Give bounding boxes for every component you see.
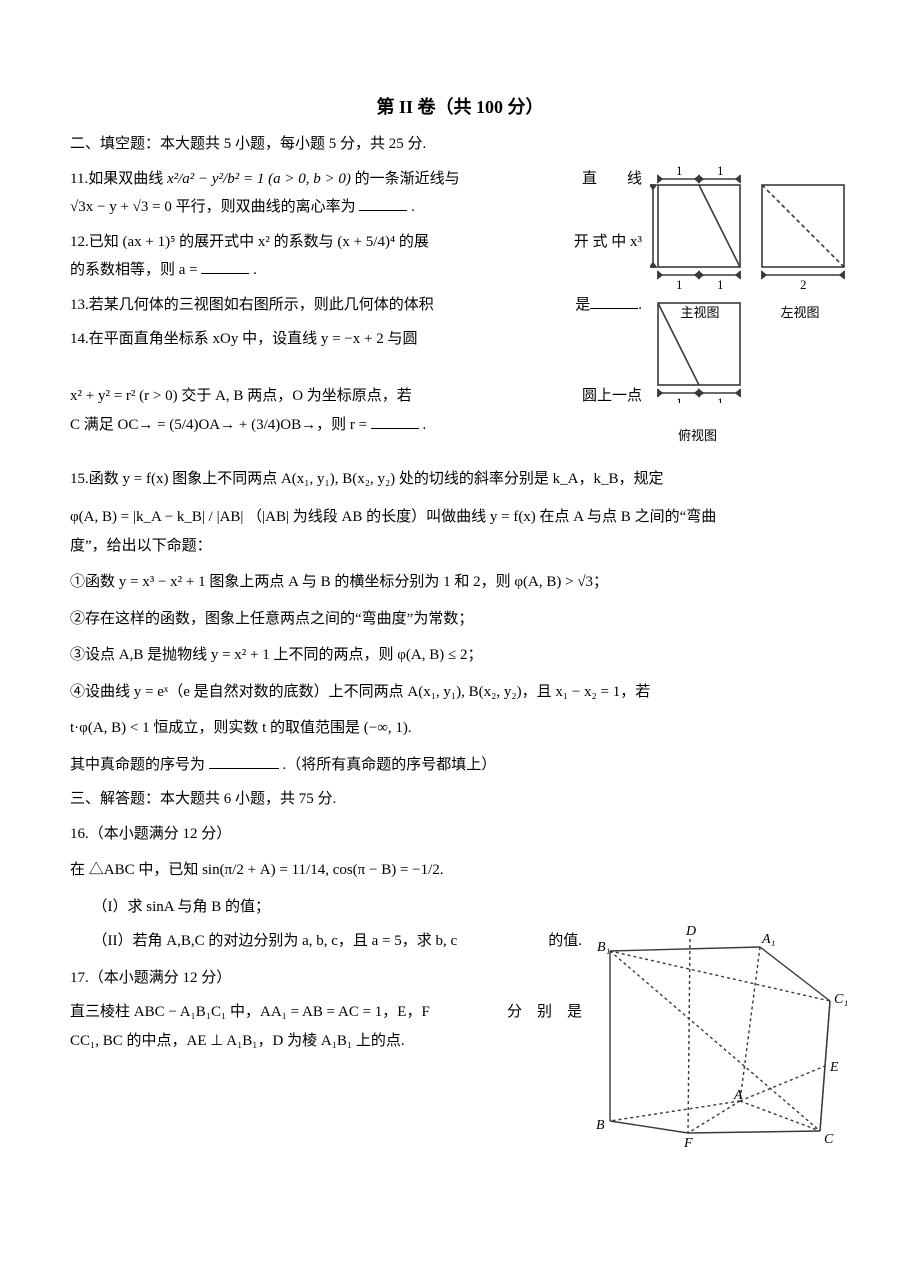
lbl-A1: A₁	[761, 932, 775, 947]
prism-figure: B₁ D A₁ C₁ E A B F C	[590, 921, 850, 1162]
q15-p4: ④设曲线 y = eˣ（e 是自然对数的底数）上不同两点 A(x₁, y₁), …	[70, 678, 850, 707]
q15-line1: 15.函数 y = f(x) 图象上不同两点 A(x₁, y₁), B(x₂, …	[70, 465, 850, 494]
q14-textA: 14.在平面直角坐标系 xOy 中，设直线 y = −x + 2 与圆	[70, 331, 417, 347]
q15-defn2: 度”，给出以下命题：	[70, 532, 850, 561]
q15-answer-prompt: 其中真命题的序号为	[70, 757, 205, 773]
q14-blank	[371, 413, 419, 429]
q14: 14.在平面直角坐标系 xOy 中，设直线 y = −x + 2 与圆 圆上一点…	[70, 325, 850, 439]
q12-right-text: 开 式 中 x³	[574, 228, 642, 257]
q15-defn: φ(A, B) = |k_A − k_B| / |AB| （|AB| 为线段 A…	[70, 503, 850, 532]
q16-sub2: （II）若角 A,B,C 的对边分别为 a, b, c，且 a = 5，求 b,…	[70, 927, 457, 956]
q11-line2: √3x − y + √3 = 0 平行，则双曲线的离心率为	[70, 199, 356, 215]
q11-blank	[359, 195, 407, 211]
q16-sub1: （I）求 sinA 与角 B 的值；	[70, 893, 850, 922]
lbl-A: A	[733, 1088, 743, 1103]
q11: 直 线 11.如果双曲线 x²/a² − y²/b² = 1 (a > 0, b…	[70, 165, 850, 222]
q17-line1-left: 直三棱柱 ABC − A₁B₁C₁ 中，AA₁ = AB = AC = 1，E，…	[70, 1004, 430, 1020]
page-title: 第 II 卷（共 100 分）	[70, 90, 850, 124]
q17-right-text: 分 别 是	[507, 998, 582, 1027]
q13-right-text: 是.	[575, 291, 642, 320]
q14-right-text: 圆上一点	[582, 382, 642, 411]
q15-answer-note: .（将所有真命题的序号都填上）	[283, 757, 497, 773]
q11-textA: 11.如果双曲线	[70, 171, 163, 187]
q12-textA: 12.已知 (ax + 1)⁵ 的展开式中 x² 的系数与 (x + 5/4)⁴…	[70, 234, 429, 250]
q15-p1: ①函数 y = x³ − x² + 1 图象上两点 A 与 B 的横坐标分别为 …	[70, 568, 850, 597]
q12-textB: 的系数相等，则 a =	[70, 262, 198, 278]
lbl-E: E	[829, 1060, 839, 1075]
q14-line3: C 满足 OC→ = (5/4)OA→ + (3/4)OB→，则 r =	[70, 417, 367, 433]
lbl-D: D	[685, 924, 696, 939]
section3-heading: 三、解答题：本大题共 6 小题，共 75 分.	[70, 785, 850, 814]
q16-sub2-right: 的值.	[548, 927, 582, 956]
q15-p4b: t·φ(A, B) < 1 恒成立，则实数 t 的取值范围是 (−∞, 1).	[70, 714, 850, 743]
q15-p2: ②存在这样的函数，图象上任意两点之间的“弯曲度”为常数；	[70, 605, 850, 634]
q12: 开 式 中 x³ 12.已知 (ax + 1)⁵ 的展开式中 x² 的系数与 (…	[70, 228, 850, 285]
q14-line2a: x² + y² = r² (r > 0) 交于 A, B 两点，O 为坐标原点，…	[70, 388, 412, 404]
q16-head: 16.（本小题满分 12 分）	[70, 820, 850, 849]
q15-p3: ③设点 A,B 是抛物线 y = x² + 1 上不同的两点，则 φ(A, B)…	[70, 641, 850, 670]
q13-textA: 13.若某几何体的三视图如右图所示，则此几何体的体积	[70, 297, 434, 313]
q15: 15.函数 y = f(x) 图象上不同两点 A(x₁, y₁), B(x₂, …	[70, 465, 850, 780]
q13: 是. 13.若某几何体的三视图如右图所示，则此几何体的体积	[70, 291, 850, 320]
q11-period: .	[411, 199, 415, 215]
lbl-C1: C₁	[834, 992, 848, 1007]
q13-blank	[590, 293, 638, 309]
section2-heading: 二、填空题：本大题共 5 小题，每小题 5 分，共 25 分.	[70, 130, 850, 159]
lbl-B1: B₁	[597, 940, 610, 955]
q14-period: .	[423, 417, 427, 433]
q16-line1: 在 △ABC 中，已知 sin(π/2 + A) = 11/14, cos(π …	[70, 856, 850, 885]
q11-textB: 的一条渐近线与	[355, 171, 460, 187]
q11-right-text: 直 线	[582, 165, 642, 194]
q12-period: .	[253, 262, 257, 278]
lbl-F: F	[683, 1136, 693, 1151]
q16: 16.（本小题满分 12 分） 在 △ABC 中，已知 sin(π/2 + A)…	[70, 820, 850, 922]
lbl-C: C	[824, 1132, 834, 1147]
q12-blank	[201, 258, 249, 274]
q15-blank	[209, 753, 279, 769]
lbl-B: B	[596, 1118, 605, 1133]
q11-formula: x²/a² − y²/b² = 1 (a > 0, b > 0)	[167, 171, 351, 187]
